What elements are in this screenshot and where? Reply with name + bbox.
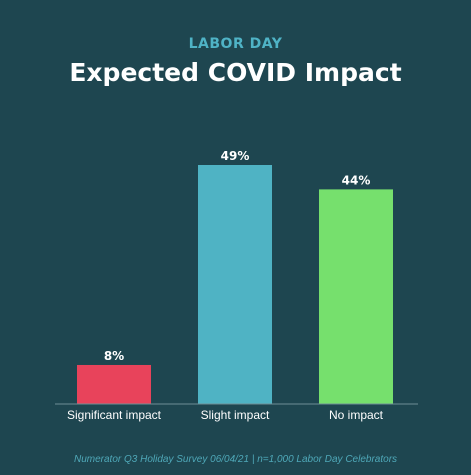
- labels-layer: 8% Significant impact 49% Slight impact 44% N…: [67, 149, 384, 422]
- data-label: 44%: [342, 173, 371, 187]
- bars-layer: [77, 165, 393, 404]
- chart-title: Expected COVID Impact: [69, 58, 402, 87]
- data-label: 49%: [221, 149, 250, 163]
- data-label: 8%: [104, 349, 124, 363]
- chart-eyebrow: LABOR DAY: [188, 36, 283, 52]
- category-label: No impact: [329, 408, 384, 422]
- category-label: Slight impact: [201, 408, 270, 422]
- bar-significant-impact: [77, 364, 151, 404]
- bar-slight-impact: [198, 165, 272, 404]
- bar-no-impact: [319, 189, 393, 404]
- category-label: Significant impact: [67, 408, 162, 422]
- source-footnote: Numerator Q3 Holiday Survey 06/04/21 | n…: [73, 454, 398, 465]
